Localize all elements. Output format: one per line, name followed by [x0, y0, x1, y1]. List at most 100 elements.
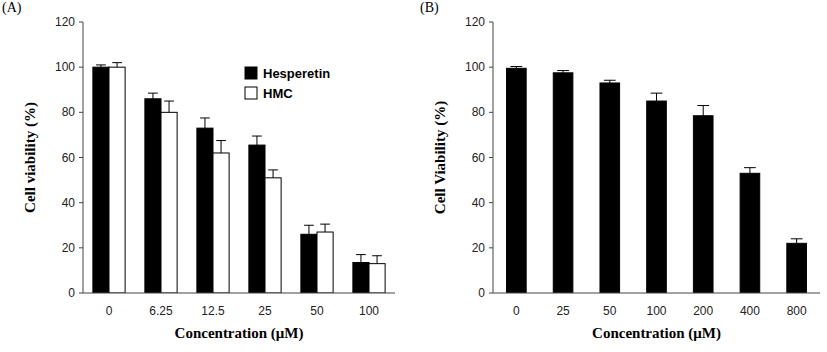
error-stem [749, 168, 750, 174]
bar [507, 68, 527, 293]
error-bar [252, 136, 262, 145]
error-bar [372, 256, 382, 264]
error-cap [744, 167, 756, 168]
y-tick [79, 202, 83, 203]
x-tick-label: 50 [603, 304, 617, 318]
bar [161, 112, 177, 293]
y-tick-label: 100 [465, 60, 485, 74]
legend-swatch [245, 87, 257, 99]
error-bar [164, 101, 174, 112]
error-stem [308, 225, 309, 234]
bar [109, 67, 125, 293]
bar [693, 116, 713, 293]
error-stem [360, 255, 361, 263]
x-tick-label: 100 [646, 304, 666, 318]
error-cap [200, 117, 210, 118]
error-bar [697, 106, 709, 116]
y-tick-label: 0 [478, 286, 485, 300]
y-tick [489, 112, 493, 113]
bar [249, 145, 265, 293]
error-cap [557, 70, 569, 71]
y-tick-label: 0 [68, 286, 75, 300]
x-axis [83, 293, 395, 294]
x-tick-label: 50 [310, 304, 324, 318]
error-cap [510, 66, 522, 67]
bar [145, 99, 161, 293]
error-stem [656, 93, 657, 101]
error-bar [604, 80, 616, 83]
y-tick [79, 157, 83, 158]
y-tick-label: 80 [62, 105, 76, 119]
error-stem [256, 136, 257, 145]
error-cap [268, 169, 278, 170]
error-stem [117, 63, 118, 68]
error-cap [791, 238, 803, 239]
y-tick-label: 120 [55, 15, 75, 29]
x-tick-label: 25 [258, 304, 272, 318]
bar [213, 153, 229, 293]
x-tick-label: 6.25 [149, 304, 173, 318]
bars [507, 66, 807, 293]
error-stem [152, 93, 153, 99]
x-tick-label: 100 [359, 304, 379, 318]
bar [317, 232, 333, 293]
error-cap [304, 225, 314, 226]
error-bar [216, 141, 226, 153]
x-axis-label: Concentration (μM) [175, 325, 304, 342]
error-cap [320, 224, 330, 225]
y-tick [489, 293, 493, 294]
x-tick-label: 800 [787, 304, 807, 318]
y-tick [489, 247, 493, 248]
error-cap [697, 105, 709, 106]
error-stem [204, 118, 205, 128]
bar [353, 263, 369, 293]
bar [740, 173, 760, 293]
error-cap [252, 136, 262, 137]
y-tick [489, 67, 493, 68]
error-bar [744, 168, 756, 174]
error-bar [304, 225, 314, 234]
error-bar [791, 239, 803, 244]
bar [647, 101, 667, 293]
bar [93, 67, 109, 293]
error-cap [96, 64, 106, 65]
error-bar [557, 71, 569, 73]
bars [93, 63, 385, 293]
y-tick-label: 40 [472, 196, 486, 210]
error-cap [148, 93, 158, 94]
y-axis [83, 22, 84, 293]
error-cap [164, 101, 174, 102]
error-cap [356, 254, 366, 255]
legend-swatch [245, 67, 257, 79]
bar [197, 128, 213, 293]
y-tick-label: 100 [55, 60, 75, 74]
error-cap [112, 62, 122, 63]
y-tick-label: 120 [465, 15, 485, 29]
y-tick [79, 293, 83, 294]
error-bar [200, 118, 210, 128]
error-stem [377, 256, 378, 264]
error-stem [221, 141, 222, 153]
error-bar [510, 66, 522, 68]
y-tick [79, 247, 83, 248]
y-tick [489, 157, 493, 158]
y-axis-label: Cell Viability (%) [432, 101, 449, 214]
y-tick [489, 202, 493, 203]
y-tick-label: 40 [62, 196, 76, 210]
x-tick-label: 400 [740, 304, 760, 318]
error-stem [169, 101, 170, 112]
y-tick-label: 60 [472, 151, 486, 165]
x-tick-label: 200 [693, 304, 713, 318]
y-tick [79, 22, 83, 23]
y-tick-label: 80 [472, 105, 486, 119]
y-tick-label: 60 [62, 151, 76, 165]
bar [369, 264, 385, 293]
error-bar [112, 63, 122, 68]
x-tick-label: 0 [513, 304, 520, 318]
error-cap [604, 80, 616, 81]
error-cap [651, 93, 663, 94]
error-stem [796, 239, 797, 244]
y-axis-label: Cell viability (%) [22, 102, 39, 213]
bar [553, 73, 573, 293]
y-tick-label: 20 [472, 241, 486, 255]
